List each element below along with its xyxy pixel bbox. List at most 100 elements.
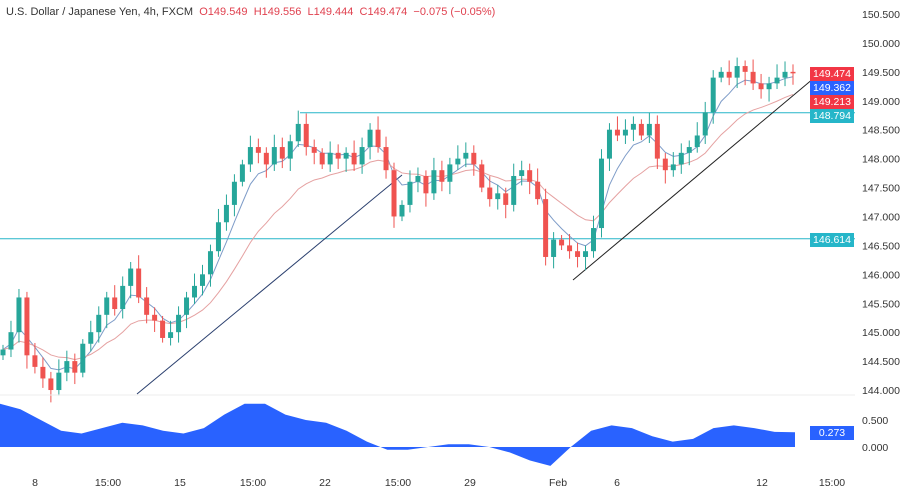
candle-body (583, 251, 589, 257)
candle-body (223, 204, 229, 223)
price-tick: 149.500 (862, 67, 900, 79)
candle-body (726, 71, 732, 78)
price-tick: 145.500 (862, 298, 900, 310)
candle-body (136, 268, 142, 298)
price-label: 149.362 (810, 81, 854, 95)
candle-body (40, 366, 46, 379)
candle-body (447, 164, 453, 182)
candle-body (519, 170, 525, 176)
time-tick: 6 (614, 477, 620, 488)
price-label: 149.474 (810, 67, 854, 81)
candle-body (622, 129, 628, 136)
price-tick: 148.500 (862, 125, 900, 137)
candle-body (638, 123, 644, 136)
candle-body (646, 123, 652, 136)
candle-body (654, 123, 660, 159)
candle-body (790, 71, 796, 74)
candle-body (160, 320, 166, 338)
candle-body (56, 372, 62, 391)
candle-body (287, 141, 293, 159)
time-tick: 15:00 (385, 477, 411, 488)
candle-body (24, 297, 30, 356)
oscillator-area (0, 403, 795, 466)
candle-body (662, 158, 668, 171)
oscillator-tick: 0.000 (862, 442, 888, 454)
candle-body (176, 314, 182, 333)
fast-moving-average (2, 76, 794, 371)
price-tick: 144.500 (862, 356, 900, 368)
candle-body (247, 147, 253, 165)
time-tick: 15:00 (95, 477, 121, 488)
candle-body (511, 175, 517, 205)
candle-body (614, 129, 620, 136)
candle-body (670, 164, 676, 171)
candle-body (782, 71, 788, 78)
candle-body (479, 164, 485, 188)
candle-body (375, 129, 381, 148)
price-label: 148.794 (810, 109, 854, 123)
candle-body (319, 152, 325, 165)
candle-body (343, 152, 349, 159)
candle-body (311, 147, 317, 153)
candle-body (367, 129, 373, 148)
price-tick: 147.500 (862, 183, 900, 195)
candle-body (271, 147, 277, 165)
candle-body (718, 71, 724, 78)
candle-body (591, 228, 597, 252)
low-value: L149.444 (307, 6, 354, 18)
candle-body (383, 147, 389, 171)
candle-body (423, 175, 429, 194)
candle-body (431, 170, 437, 194)
high-value: H149.556 (253, 6, 302, 18)
price-tick: 150.000 (862, 38, 900, 50)
candle-body (152, 314, 158, 321)
candle-body (551, 239, 557, 257)
time-tick: 22 (319, 477, 331, 488)
oscillator-tick: 0.500 (862, 415, 888, 427)
candle-body (144, 297, 150, 315)
candle-body (128, 268, 134, 286)
candle-body (168, 332, 174, 338)
candle-body (535, 181, 541, 200)
candle-body (471, 152, 477, 165)
candle-body (415, 175, 421, 182)
candle-body (112, 297, 118, 310)
candle-body (359, 147, 365, 165)
candle-body (0, 349, 6, 356)
candle-body (295, 123, 301, 142)
price-tick: 149.000 (862, 96, 900, 108)
candle-body (439, 170, 445, 182)
candle-body (758, 83, 764, 90)
candle-body (606, 129, 612, 159)
symbol-title: U.S. Dollar / Japanese Yen, 4h, FXCM (6, 6, 194, 18)
candle-body (399, 204, 405, 217)
candle-body (263, 152, 269, 165)
candle-body (543, 199, 549, 257)
trendline-2[interactable] (572, 72, 821, 281)
candle-body (391, 170, 397, 217)
candle-body (199, 274, 205, 286)
candle-body (694, 135, 700, 148)
price-tick: 146.000 (862, 269, 900, 281)
price-tick: 150.500 (862, 9, 900, 21)
price-label: 146.614 (810, 233, 854, 247)
price-tick: 146.500 (862, 240, 900, 252)
time-tick: Feb (549, 477, 567, 488)
candle-body (279, 147, 285, 159)
candle-body (104, 297, 110, 315)
time-tick: 15 (174, 477, 186, 488)
candle-body (48, 378, 54, 391)
candle-body (255, 147, 261, 153)
candle-body (598, 158, 604, 229)
trendline-1[interactable] (136, 174, 403, 395)
candle-body (72, 361, 78, 373)
time-tick: 8 (32, 477, 38, 488)
candle-body (64, 361, 70, 373)
oscillator-value-label: 0.273 (810, 426, 854, 440)
price-label: 149.213 (810, 95, 854, 109)
time-tick: 12 (756, 477, 768, 488)
candle-body (120, 285, 126, 310)
candle-body (567, 245, 573, 252)
candle-body (407, 181, 413, 205)
